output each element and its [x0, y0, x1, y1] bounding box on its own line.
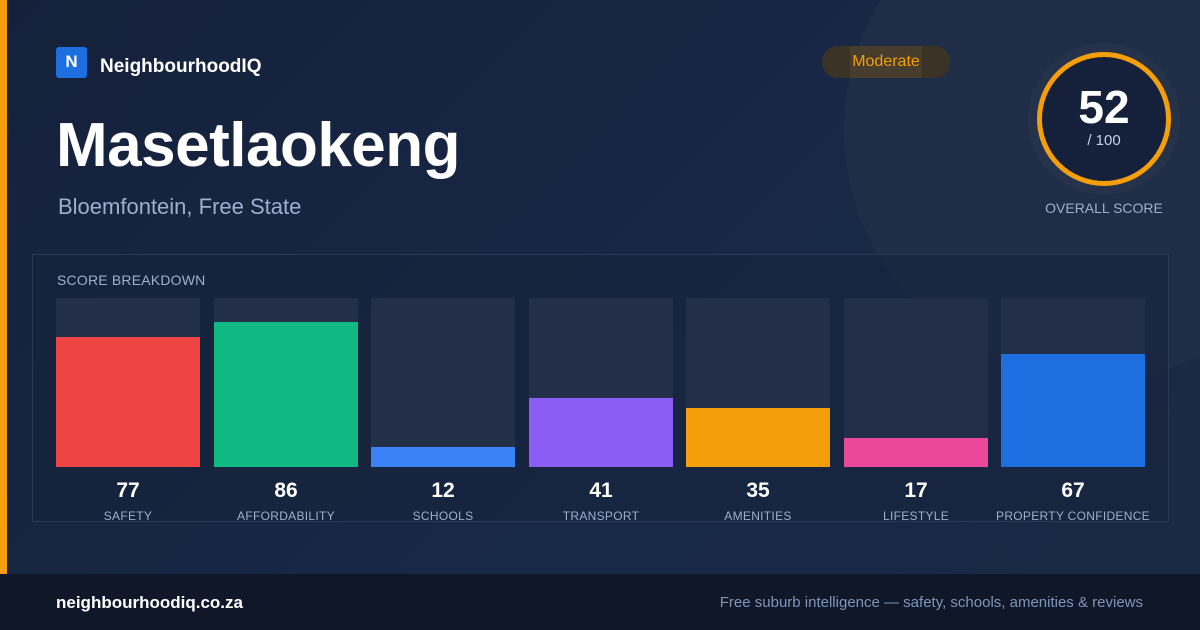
score-bar-track — [56, 298, 200, 467]
brand: N NeighbourhoodIQ — [56, 46, 261, 78]
footer: neighbourhoodiq.co.za Free suburb intell… — [0, 574, 1200, 630]
overall-score-max: / 100 — [1087, 132, 1121, 149]
score-bar-value: 41 — [589, 479, 613, 502]
brand-logo-icon: N — [56, 46, 87, 78]
score-bar-fill — [1001, 354, 1145, 467]
footer-tagline: Free suburb intelligence — safety, schoo… — [719, 594, 1143, 611]
score-breakdown-title: SCORE BREAKDOWN — [57, 272, 206, 288]
score-bar-fill — [844, 438, 988, 467]
share-card: N NeighbourhoodIQ Masetlaokeng Bloemfont… — [0, 0, 1200, 574]
rating-badge-label: Moderate — [852, 53, 920, 70]
suburb-location: Bloemfontein, Free State — [58, 194, 302, 219]
score-bar-fill — [371, 447, 515, 467]
score-bar-value: 86 — [274, 479, 298, 502]
score-bar-track — [844, 298, 988, 467]
score-bar-label: SAFETY — [103, 509, 153, 523]
score-bar-fill — [686, 408, 830, 467]
score-bar-label: PROPERTY CONFIDENCE — [996, 509, 1150, 523]
footer-url[interactable]: neighbourhoodiq.co.za — [56, 593, 243, 612]
score-bar-fill — [529, 398, 673, 467]
score-bar-track — [529, 298, 673, 467]
score-breakdown-bars: 77 SAFETY 86 AFFORDABILITY 12 SCHOOLS 41 TRANSP… — [33, 255, 1168, 523]
score-bar-track — [1001, 298, 1145, 467]
score-bar-track — [214, 298, 358, 467]
score-bar-value: 77 — [116, 479, 140, 502]
score-bar-label: SCHOOLS — [412, 509, 474, 523]
overall-score-label: OVERALL SCORE — [1045, 200, 1163, 216]
score-bar-label: LIFESTYLE — [882, 509, 950, 523]
score-bar-label: AFFORDABILITY — [237, 509, 335, 523]
brand-name: NeighbourhoodIQ — [100, 56, 262, 77]
accent-strip — [0, 0, 7, 574]
score-bar-track — [371, 298, 515, 467]
overall-score-value: 52 — [1078, 81, 1130, 133]
score-bar-label: AMENITIES — [724, 509, 792, 523]
score-breakdown-panel: SCORE BREAKDOWN 77 SAFETY 86 AFFORDABILITY 1… — [32, 254, 1169, 523]
score-bar-value: 67 — [1061, 479, 1085, 502]
score-bar-fill — [56, 337, 200, 467]
score-bar-value: 17 — [904, 479, 928, 502]
score-bar-track — [686, 298, 830, 467]
score-bar-label: TRANSPORT — [562, 509, 640, 523]
score-bar-value: 12 — [431, 479, 455, 502]
score-bar-value: 35 — [746, 479, 770, 502]
overall-score-ring — [1037, 52, 1171, 186]
suburb-title: Masetlaokeng — [56, 111, 461, 180]
rating-badge: Moderate — [822, 46, 950, 78]
score-bar-fill — [214, 322, 358, 467]
